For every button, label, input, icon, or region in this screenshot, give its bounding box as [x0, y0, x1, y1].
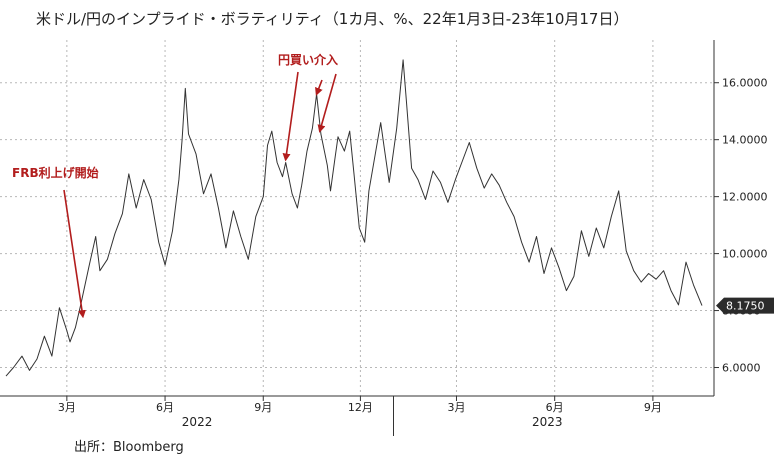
x-tick-label: 6月: [546, 401, 564, 414]
series-line: [5, 59, 703, 377]
last-value-box: [716, 297, 774, 314]
last-value-label: 8.1750: [726, 300, 765, 313]
x-tick-label: 9月: [254, 401, 272, 414]
x-tick-label: 12月: [348, 401, 373, 414]
y-tick-label: 10.0000: [722, 248, 768, 261]
year-label: 2022: [182, 415, 213, 429]
annotation-intervention: 円買い介入: [278, 52, 338, 67]
axes: 6.00008.000010.000012.000014.000016.0000…: [0, 40, 768, 436]
x-tick-label: 3月: [447, 401, 465, 414]
gridlines: [0, 40, 714, 396]
chart-title: 米ドル/円のインプライド・ボラティリティ（1カ月、%、22年1月3日-23年10…: [36, 10, 629, 28]
x-tick-label: 3月: [58, 401, 76, 414]
source-note: 出所：Bloomberg: [74, 440, 184, 455]
annotation-arrow: [317, 73, 337, 133]
y-tick-label: 12.0000: [722, 191, 768, 204]
annotations: FRB利上げ開始 円買い介入: [12, 52, 338, 319]
annotation-arrow: [63, 189, 86, 319]
x-tick-label: 9月: [644, 401, 662, 414]
y-tick-label: 14.0000: [722, 134, 768, 147]
annotation-frb: FRB利上げ開始: [12, 165, 99, 180]
y-tick-label: 6.0000: [722, 362, 761, 375]
x-tick-label: 6月: [156, 401, 174, 414]
series: 8.1750: [5, 59, 774, 377]
y-tick-label: 16.0000: [722, 77, 768, 90]
year-label: 2023: [532, 415, 563, 429]
annotation-arrow: [315, 79, 323, 96]
annotation-arrow: [282, 71, 299, 162]
last-value-marker: 8.1750: [716, 297, 774, 314]
